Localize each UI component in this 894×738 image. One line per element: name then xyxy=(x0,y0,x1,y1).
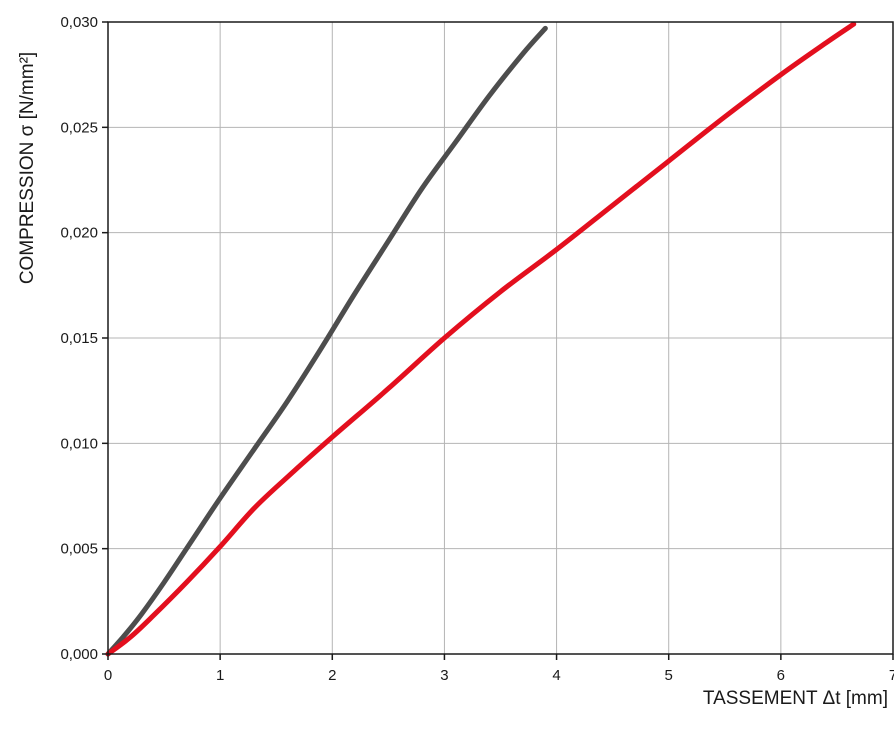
x-axis-label: TASSEMENT Δt [mm] xyxy=(703,688,888,709)
y-tick-label: 0,005 xyxy=(60,541,98,558)
x-axis: 0 1 2 3 4 5 6 7 xyxy=(104,654,894,684)
x-tick-label: 6 xyxy=(777,667,785,684)
x-tick-label: 0 xyxy=(104,667,112,684)
grid xyxy=(108,22,893,654)
series-line-2 xyxy=(105,21,857,657)
x-tick-label: 1 xyxy=(216,667,224,684)
y-tick-label: 0,025 xyxy=(60,119,98,136)
y-tick-label: 0,010 xyxy=(60,435,98,452)
y-tick-label: 0,015 xyxy=(60,330,98,347)
y-tick-label: 0,020 xyxy=(60,225,98,242)
x-tick-label: 4 xyxy=(552,667,560,684)
x-tick-label: 2 xyxy=(328,667,336,684)
y-tick-label: 0,000 xyxy=(60,646,98,663)
series-group xyxy=(105,21,857,657)
x-tick-label: 7 xyxy=(889,667,894,684)
y-axis: 0,000 0,005 0,010 0,015 0,020 0,025 0,030 xyxy=(60,14,108,663)
series-line-1 xyxy=(105,25,548,657)
x-tick-label: 3 xyxy=(440,667,448,684)
y-tick-label: 0,030 xyxy=(60,14,98,31)
y-axis-label: COMPRESSION σ [N/mm²] xyxy=(17,52,38,284)
x-tick-label: 5 xyxy=(665,667,673,684)
